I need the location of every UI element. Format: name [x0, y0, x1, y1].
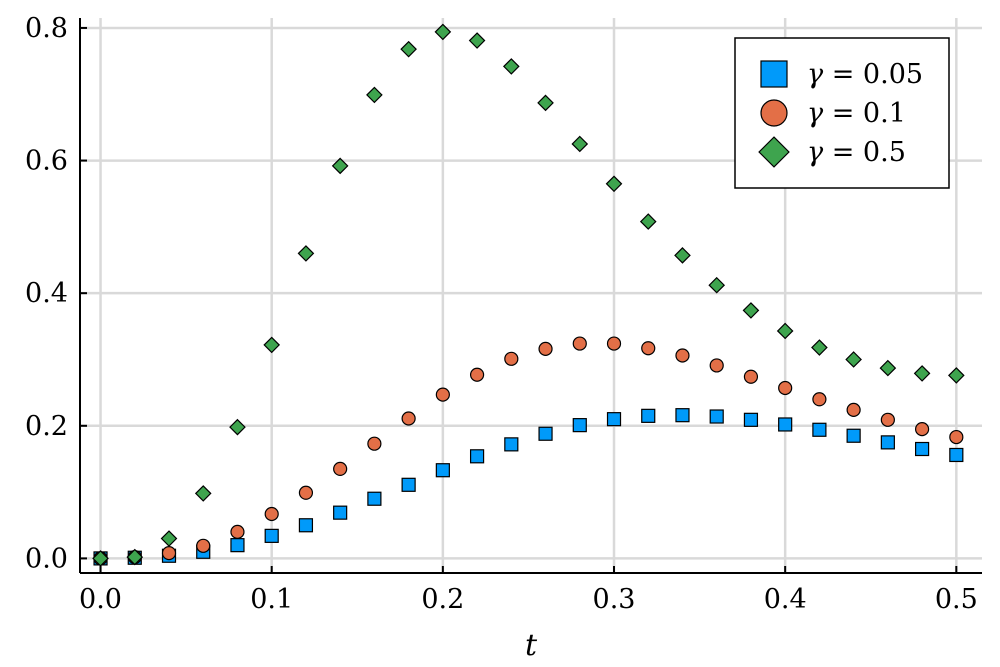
data-point-square	[230, 538, 245, 553]
data-point-circle	[161, 546, 177, 561]
data-point-diamond	[537, 94, 554, 112]
series-diamond	[92, 23, 965, 567]
data-point-diamond	[605, 175, 623, 193]
data-point-square	[572, 418, 587, 433]
legend-marker-diamond	[758, 136, 790, 168]
legend-marker-circle	[760, 99, 788, 127]
y-tick-label: 0.8	[25, 13, 68, 44]
data-point-circle	[675, 348, 690, 363]
data-point-circle	[846, 402, 861, 417]
data-point-diamond	[674, 247, 691, 264]
data-point-circle	[743, 369, 759, 384]
data-point-circle	[949, 429, 964, 445]
data-point-diamond	[776, 322, 794, 340]
data-point-square	[880, 435, 895, 450]
data-point-diamond	[263, 336, 281, 354]
data-point-diamond	[639, 213, 657, 230]
data-point-diamond	[708, 276, 726, 294]
data-point-diamond	[92, 550, 109, 567]
data-point-square	[606, 412, 622, 427]
data-point-square	[435, 463, 450, 478]
data-point-diamond	[400, 40, 417, 58]
x-tick-label: 0.2	[421, 584, 464, 615]
data-point-square	[743, 412, 759, 427]
data-point-circle	[641, 341, 656, 356]
data-point-circle	[298, 485, 314, 500]
data-point-square	[504, 437, 519, 452]
series-square	[93, 408, 964, 566]
data-point-circle	[333, 461, 348, 476]
data-point-square	[264, 528, 279, 543]
legend-marker-square	[760, 60, 788, 88]
data-point-circle	[504, 351, 519, 366]
data-point-diamond	[194, 485, 212, 502]
data-point-square	[333, 505, 348, 520]
data-point-square	[914, 441, 930, 457]
data-point-diamond	[742, 302, 760, 319]
data-point-square	[675, 408, 690, 423]
data-point-diamond	[845, 351, 862, 368]
data-point-diamond	[948, 367, 965, 384]
data-point-circle	[435, 387, 450, 402]
data-point-square	[298, 518, 314, 533]
y-tick-label: 0.2	[25, 411, 68, 442]
x-axis-title: t	[525, 628, 538, 663]
data-point-circle	[196, 538, 211, 553]
x-tick-label: 0.3	[593, 584, 636, 615]
data-point-circle	[401, 411, 416, 426]
legend-label: γ = 0.1	[807, 98, 906, 129]
data-point-circle	[264, 506, 279, 522]
y-tick-label: 0.6	[25, 146, 68, 177]
legend: γ = 0.05 γ = 0.1 γ = 0.5	[734, 37, 950, 189]
data-point-diamond	[160, 530, 178, 547]
legend-label: γ = 0.05	[807, 59, 923, 90]
tick-labels: 0.0 0.1 0.2 0.3 0.4 0.5 0.0 0.2 0.4 0.6 0.8	[25, 13, 978, 615]
data-point-diamond	[331, 157, 349, 175]
data-point-diamond	[434, 23, 452, 41]
data-point-diamond	[366, 86, 383, 104]
x-tick-label: 0.4	[764, 584, 807, 615]
data-point-square	[367, 491, 382, 506]
data-point-square	[538, 426, 553, 441]
y-tick-label: 0.0	[25, 543, 68, 574]
data-point-diamond	[502, 58, 520, 75]
legend-label: γ = 0.5	[807, 137, 906, 168]
data-point-circle	[538, 341, 553, 356]
data-point-diamond	[811, 339, 828, 356]
data-point-square	[401, 477, 416, 492]
data-point-diamond	[468, 32, 486, 49]
y-tick-label: 0.4	[25, 278, 68, 309]
x-tick-label: 0.5	[935, 584, 978, 615]
data-point-square	[641, 408, 656, 423]
data-point-circle	[778, 380, 793, 396]
series-circle	[93, 336, 964, 566]
axes	[79, 18, 982, 574]
data-point-circle	[606, 336, 622, 351]
data-point-square	[949, 447, 964, 463]
data-point-diamond	[879, 359, 897, 377]
x-tick-label: 0.0	[79, 584, 122, 615]
data-point-square	[709, 409, 724, 424]
data-point-diamond	[913, 365, 931, 382]
x-tick-label: 0.1	[250, 584, 293, 615]
data-point-circle	[709, 358, 724, 373]
data-point-circle	[812, 392, 827, 407]
data-point-diamond	[126, 548, 144, 566]
data-point-square	[778, 417, 793, 432]
data-point-diamond	[229, 418, 246, 436]
data-point-square	[469, 449, 485, 464]
data-points	[92, 23, 965, 567]
data-point-circle	[230, 524, 245, 539]
data-point-diamond	[571, 135, 589, 153]
data-point-circle	[572, 336, 587, 351]
data-point-circle	[880, 412, 895, 427]
data-point-square	[812, 422, 827, 437]
data-point-square	[846, 428, 861, 443]
data-point-circle	[469, 367, 485, 382]
data-point-circle	[367, 436, 382, 451]
data-point-diamond	[297, 245, 315, 262]
data-point-circle	[914, 422, 930, 437]
